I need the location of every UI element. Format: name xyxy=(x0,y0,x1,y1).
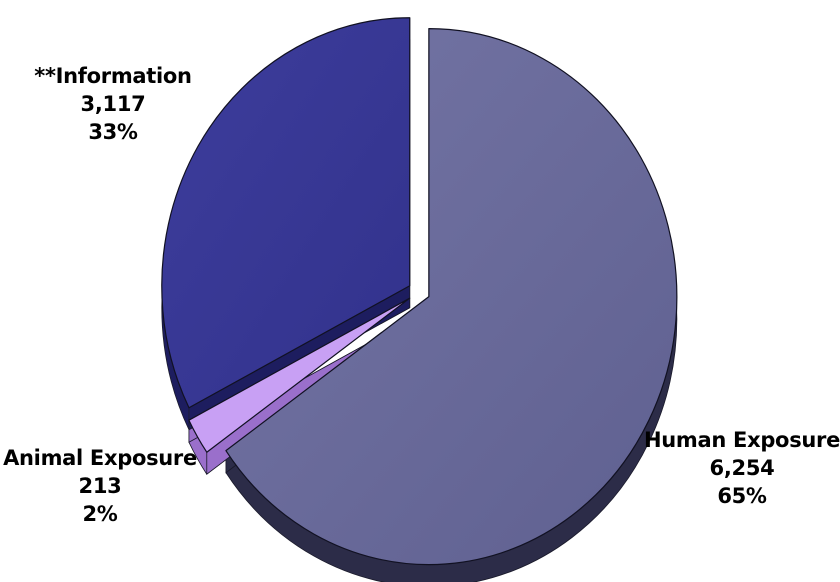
slice-label-animal-exposure-value: 213 xyxy=(78,474,122,498)
slice-label-animal-exposure: Animal Exposure 213 2% xyxy=(0,444,200,528)
pie-slice-information xyxy=(161,17,411,409)
slice-label-information-percent: 33% xyxy=(88,120,138,144)
slice-label-human-exposure-name: Human Exposure xyxy=(644,428,840,452)
pie-slice-animal-exposure xyxy=(188,297,411,453)
slice-label-animal-exposure-percent: 2% xyxy=(82,502,118,526)
slice-label-information-value: 3,117 xyxy=(80,92,146,116)
slice-tops xyxy=(161,17,678,566)
slice-label-information-name: **Information xyxy=(34,64,192,88)
slice-label-animal-exposure-name: Animal Exposure xyxy=(3,446,197,470)
slice-label-information: **Information 3,117 33% xyxy=(18,62,208,146)
slice-label-human-exposure-value: 6,254 xyxy=(709,456,775,480)
slice-label-human-exposure-percent: 65% xyxy=(717,484,767,508)
slice-label-human-exposure: Human Exposure 6,254 65% xyxy=(644,426,840,510)
pie-slice-human-exposure xyxy=(225,28,678,566)
